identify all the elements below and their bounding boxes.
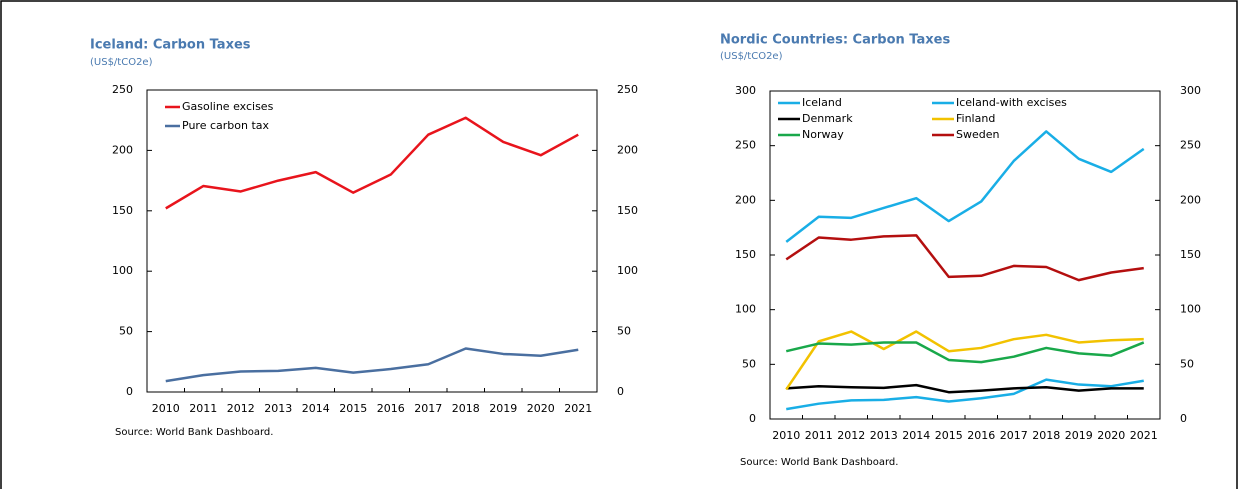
series-line bbox=[786, 378, 1144, 411]
source-note: Source: World Bank Dashboard. bbox=[115, 427, 273, 438]
x-tick-label: 2020 bbox=[1097, 429, 1125, 442]
x-tick-label: 2018 bbox=[1032, 429, 1060, 442]
series-line bbox=[165, 116, 579, 210]
x-tick-label: 2020 bbox=[527, 402, 555, 415]
x-tick-label: 2019 bbox=[489, 402, 517, 415]
x-tick-label: 2013 bbox=[870, 429, 898, 442]
legend-label: Finland bbox=[956, 112, 995, 125]
y2-tick-label: 100 bbox=[617, 264, 638, 277]
x-tick-label: 2011 bbox=[189, 402, 217, 415]
y-tick-label: 100 bbox=[112, 264, 133, 277]
x-tick-label: 2010 bbox=[152, 402, 180, 415]
y2-tick-label: 150 bbox=[617, 204, 638, 217]
legend-label: Gasoline excises bbox=[182, 100, 274, 113]
x-tick-label: 2019 bbox=[1065, 429, 1093, 442]
x-tick-label: 2017 bbox=[1000, 429, 1028, 442]
source-note: Source: World Bank Dashboard. bbox=[740, 457, 898, 468]
legend-label: Norway bbox=[802, 128, 844, 141]
y2-tick-label: 0 bbox=[617, 385, 624, 398]
y-tick-label: 0 bbox=[749, 412, 756, 425]
y-tick-label: 250 bbox=[112, 83, 133, 96]
legend-label: Pure carbon tax bbox=[182, 119, 270, 132]
y-tick-label: 150 bbox=[735, 248, 756, 261]
x-tick-label: 2021 bbox=[564, 402, 592, 415]
y-tick-label: 300 bbox=[735, 84, 756, 97]
chart-subtitle: (US$/tCO2e) bbox=[90, 57, 153, 68]
x-tick-label: 2017 bbox=[414, 402, 442, 415]
x-tick-label: 2014 bbox=[902, 429, 930, 442]
y2-tick-label: 200 bbox=[617, 143, 638, 156]
y2-tick-label: 250 bbox=[1180, 139, 1201, 152]
y2-tick-label: 150 bbox=[1180, 248, 1201, 261]
y-tick-label: 50 bbox=[119, 325, 133, 338]
series-line bbox=[786, 383, 1144, 394]
chart-title: Nordic Countries: Carbon Taxes bbox=[720, 33, 950, 48]
y-tick-label: 50 bbox=[742, 357, 756, 370]
legend-label: Iceland-with excises bbox=[956, 96, 1067, 109]
y2-tick-label: 200 bbox=[1180, 193, 1201, 206]
series-line bbox=[165, 347, 579, 383]
x-tick-label: 2013 bbox=[264, 402, 292, 415]
series-line bbox=[785, 234, 1144, 282]
x-tick-label: 2012 bbox=[227, 402, 255, 415]
y2-tick-label: 300 bbox=[1180, 84, 1201, 97]
y-tick-label: 150 bbox=[112, 204, 133, 217]
x-tick-label: 2014 bbox=[302, 402, 330, 415]
x-tick-label: 2016 bbox=[967, 429, 995, 442]
y2-tick-label: 50 bbox=[617, 325, 631, 338]
x-tick-label: 2011 bbox=[805, 429, 833, 442]
y2-tick-label: 100 bbox=[1180, 303, 1201, 316]
series-line bbox=[785, 130, 1145, 243]
x-tick-label: 2021 bbox=[1130, 429, 1158, 442]
plot-frame bbox=[146, 89, 598, 393]
x-tick-label: 2015 bbox=[339, 402, 367, 415]
y-tick-label: 200 bbox=[112, 143, 133, 156]
y-tick-label: 200 bbox=[735, 193, 756, 206]
x-tick-label: 2016 bbox=[377, 402, 405, 415]
y2-tick-label: 0 bbox=[1180, 412, 1187, 425]
legend-label: Sweden bbox=[956, 128, 999, 141]
x-tick-label: 2018 bbox=[452, 402, 480, 415]
legend-label: Denmark bbox=[802, 112, 853, 125]
x-tick-label: 2012 bbox=[837, 429, 865, 442]
x-tick-label: 2010 bbox=[772, 429, 800, 442]
legend-label: Iceland bbox=[802, 96, 842, 109]
y-tick-label: 100 bbox=[735, 303, 756, 316]
series-line bbox=[785, 341, 1145, 364]
chart-title: Iceland: Carbon Taxes bbox=[90, 38, 251, 53]
chart-subtitle: (US$/tCO2e) bbox=[720, 51, 783, 62]
y2-tick-label: 50 bbox=[1180, 357, 1194, 370]
y2-tick-label: 250 bbox=[617, 83, 638, 96]
y-tick-label: 250 bbox=[735, 139, 756, 152]
y-tick-label: 0 bbox=[126, 385, 133, 398]
x-tick-label: 2015 bbox=[935, 429, 963, 442]
series-line bbox=[785, 330, 1144, 391]
